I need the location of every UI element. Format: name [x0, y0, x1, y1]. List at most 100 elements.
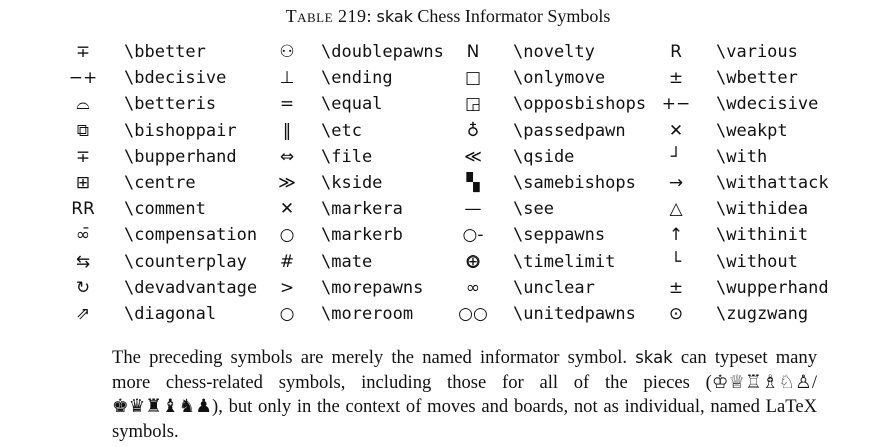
symbol-command: \qside — [513, 146, 575, 167]
symbol-command: \bishoppair — [124, 120, 237, 141]
symbol-command: \etc — [321, 120, 362, 141]
symbol-command: \ending — [321, 68, 393, 89]
paragraph-text-2: can typeset many more chess-related symb… — [112, 347, 818, 393]
paragraph-package-name: skak — [635, 348, 673, 367]
symbol-command: \morepawns — [321, 277, 424, 298]
symbol-command: \with — [716, 146, 768, 167]
onlymove-icon: □ — [464, 68, 482, 89]
symbol-command: \see — [513, 199, 554, 220]
qside-icon: ≪ — [464, 146, 482, 167]
see-icon: — — [464, 199, 482, 220]
pieces-separator: / — [811, 371, 817, 393]
devadvantage-icon: ↻ — [75, 277, 91, 298]
symbol-command: \equal — [321, 94, 383, 115]
betteris-icon: ⌓ — [76, 94, 90, 115]
withinit-icon: ↑ — [668, 225, 684, 246]
wdecisive-icon: +− — [661, 94, 691, 115]
white-pieces-icon: ♔♕♖♗♘♙ — [711, 371, 812, 393]
samebishops-icon: ▚ — [466, 173, 480, 193]
symbol-command: \bupperhand — [124, 146, 237, 167]
symbol-command: \wdecisive — [716, 94, 819, 115]
seppawns-icon: ○-○ — [462, 225, 484, 272]
table-caption: Table 219: skak Chess Informator Symbols — [0, 6, 896, 27]
symbol-command: \kside — [321, 173, 383, 193]
wbetter-icon: ± — [668, 68, 684, 89]
doublepawns-icon: ⚇ — [279, 42, 295, 62]
ending-icon: ⊥ — [279, 68, 295, 89]
markera-icon: ✕ — [279, 199, 295, 220]
bbetter-icon: ∓ — [75, 42, 91, 62]
symbol-command: \wbetter — [716, 68, 798, 89]
bupperhand-icon: ∓ — [75, 146, 91, 167]
mate-icon: # — [279, 251, 295, 272]
symbol-command: \withattack — [716, 173, 829, 193]
symbol-command: \doublepawns — [321, 42, 444, 62]
description-paragraph: The preceding symbols are merely the nam… — [112, 346, 817, 444]
symbol-command: \centre — [124, 173, 196, 193]
bishoppair-icon: ⧉ — [76, 120, 90, 141]
comment-icon: RR — [71, 199, 95, 220]
symbol-command: \timelimit — [513, 251, 616, 272]
black-pieces-icon: ♚♛♜♝♞♟ — [112, 396, 213, 417]
wupperhand-icon: ± — [668, 277, 684, 298]
markerb-icon: ○ — [279, 225, 295, 246]
symbol-command: \compensation — [124, 225, 258, 246]
symbol-command: \zugzwang — [716, 304, 809, 324]
symbol-command: \passedpawn — [513, 120, 626, 141]
table-number: Table 219: — [285, 6, 373, 26]
bdecisive-icon: −+ — [68, 68, 98, 89]
unclear-icon: ∞ — [465, 277, 481, 298]
passedpawn-icon: ♁ — [466, 120, 480, 141]
symbol-command: \unitedpawns — [513, 304, 636, 324]
novelty-icon: N — [466, 42, 480, 62]
symbol-command: \bdecisive — [124, 68, 227, 89]
zugzwang-icon: ⊙ — [668, 304, 684, 324]
symbol-command: \mate — [321, 251, 373, 272]
withidea-icon: △ — [669, 199, 683, 220]
opposbishops-icon: ◲ — [464, 94, 482, 115]
paragraph-text-1: The preceding symbols are merely the nam… — [112, 347, 628, 368]
latex-logo: LaTeX — [765, 396, 818, 417]
various-icon: R — [670, 42, 682, 62]
symbol-command: \markera — [321, 199, 403, 220]
symbol-command: \counterplay — [124, 251, 247, 272]
equal-icon: = — [279, 94, 295, 115]
symbol-command: \opposbishops — [513, 94, 647, 115]
symbol-command: \comment — [124, 199, 206, 220]
symbol-command: \weakpt — [716, 120, 788, 141]
symbol-command: \without — [716, 251, 798, 272]
withattack-icon: → — [668, 173, 684, 193]
symbol-command: \devadvantage — [124, 277, 258, 298]
without-icon: └ — [670, 251, 682, 272]
symbol-command: \moreroom — [321, 304, 414, 324]
timelimit-icon: ⊕ — [465, 251, 481, 272]
symbol-command: \bbetter — [124, 42, 206, 62]
weakpt-icon: ✕ — [668, 120, 684, 141]
symbol-command: \seppawns — [513, 225, 606, 246]
moreroom-icon: ○ — [279, 304, 295, 324]
symbol-command: \betteris — [124, 94, 217, 115]
symbol-command: \withinit — [716, 225, 809, 246]
paragraph-text-3: ), but only in the context of moves and … — [212, 396, 760, 417]
package-name: skak — [376, 7, 413, 26]
counterplay-icon: ⇆ — [75, 251, 91, 272]
diagonal-icon: ⇗ — [75, 304, 91, 324]
symbol-command: \withidea — [716, 199, 809, 220]
centre-icon: ⊞ — [75, 173, 91, 193]
file-icon: ⇔ — [279, 146, 295, 167]
symbol-command: \diagonal — [124, 304, 217, 324]
symbol-command: \onlymove — [513, 68, 606, 89]
morepawns-icon: > — [279, 277, 295, 298]
etc-icon: ‖ — [282, 120, 292, 141]
symbol-command: \samebishops — [513, 173, 636, 193]
symbol-command: \unclear — [513, 277, 595, 298]
table-title: Chess Informator Symbols — [417, 6, 611, 26]
kside-icon: ≫ — [278, 173, 296, 193]
symbol-command: \novelty — [513, 42, 595, 62]
compensation-icon: ∞̄ — [75, 225, 91, 246]
with-icon: ┘ — [670, 146, 682, 167]
symbol-command: \various — [716, 42, 798, 62]
paragraph-text-4: symbols. — [112, 420, 179, 442]
symbol-command: \markerb — [321, 225, 403, 246]
symbol-command: \file — [321, 146, 373, 167]
